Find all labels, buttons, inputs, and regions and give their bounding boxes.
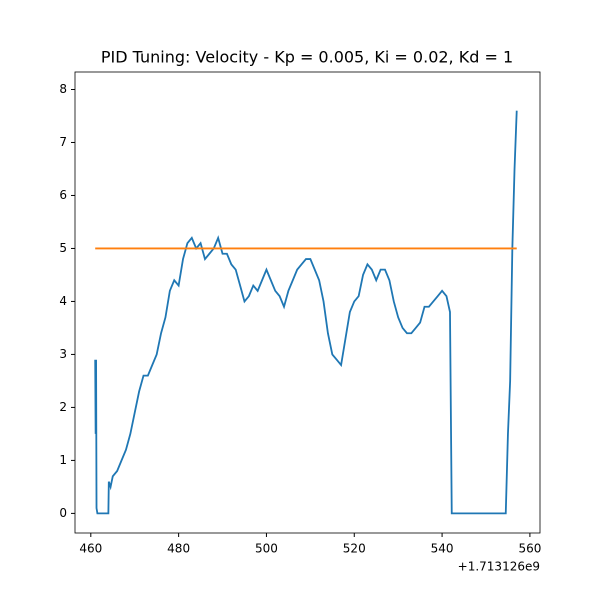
- x-offset-label: +1.713126e9: [458, 560, 540, 574]
- y-tick-label: 4: [59, 294, 67, 308]
- x-tick-label: 520: [343, 542, 366, 556]
- y-tick-label: 8: [59, 82, 67, 96]
- x-tick-label: 560: [518, 542, 541, 556]
- chart-title: PID Tuning: Velocity - Kp = 0.005, Ki = …: [101, 48, 513, 67]
- x-tick-label: 500: [255, 542, 278, 556]
- y-tick-label: 3: [59, 347, 67, 361]
- y-tick-label: 0: [59, 506, 67, 520]
- x-tick-label: 540: [431, 542, 454, 556]
- y-tick-label: 1: [59, 453, 67, 467]
- x-tick-label: 460: [79, 542, 102, 556]
- y-tick-label: 7: [59, 135, 67, 149]
- y-tick-label: 5: [59, 241, 67, 255]
- line-series: [94, 110, 518, 515]
- x-tick-label: 480: [167, 542, 190, 556]
- plot-frame: [74, 71, 541, 534]
- y-tick-label: 6: [59, 188, 67, 202]
- y-tick-label: 2: [59, 400, 67, 414]
